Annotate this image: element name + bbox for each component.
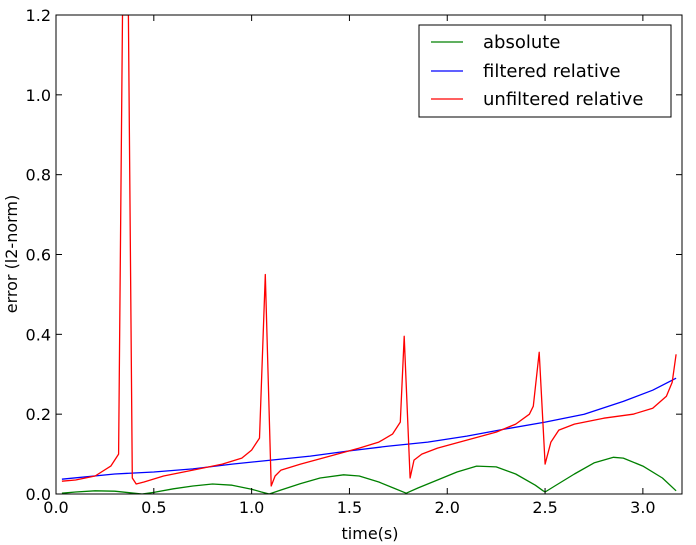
x-tick-label: 2.0 (435, 498, 460, 517)
plot-frame (55, 14, 683, 495)
series-line-filtered-relative (61, 377, 677, 480)
y-tick-label: 0.4 (26, 325, 51, 344)
x-tick-label: 1.0 (239, 498, 264, 517)
x-tick-label: 1.5 (337, 498, 362, 517)
y-axis-label: error (l2-norm) (2, 195, 21, 314)
legend-label-unfiltered-relative: unfiltered relative (483, 89, 643, 110)
x-tick-label: 3.0 (630, 498, 655, 517)
axis-ticks: 0.0 0.5 1.0 1.5 2.0 2.5 3.0 0.0 0.2 0.4 0.6 0.8 1.0 1… (26, 6, 682, 517)
y-tick-label: 0.2 (26, 405, 51, 424)
x-tick-label: 0.5 (141, 498, 166, 517)
x-tick-label: 0.0 (43, 498, 68, 517)
y-tick-label: 0.0 (26, 485, 51, 504)
series-group (61, 15, 677, 494)
y-tick-label: 1.2 (26, 6, 51, 25)
legend-label-absolute: absolute (483, 32, 560, 53)
x-axis-label: time(s) (342, 524, 399, 543)
legend: absolute filtered relative unfiltered re… (418, 24, 672, 118)
y-tick-label: 1.0 (26, 86, 51, 105)
series-line-absolute (61, 456, 677, 494)
legend-label-filtered-relative: filtered relative (483, 61, 621, 82)
x-tick-label: 2.5 (532, 498, 557, 517)
y-tick-label: 0.8 (26, 166, 51, 185)
y-tick-label: 0.6 (26, 246, 51, 265)
series-line-unfiltered-relative (61, 15, 677, 487)
